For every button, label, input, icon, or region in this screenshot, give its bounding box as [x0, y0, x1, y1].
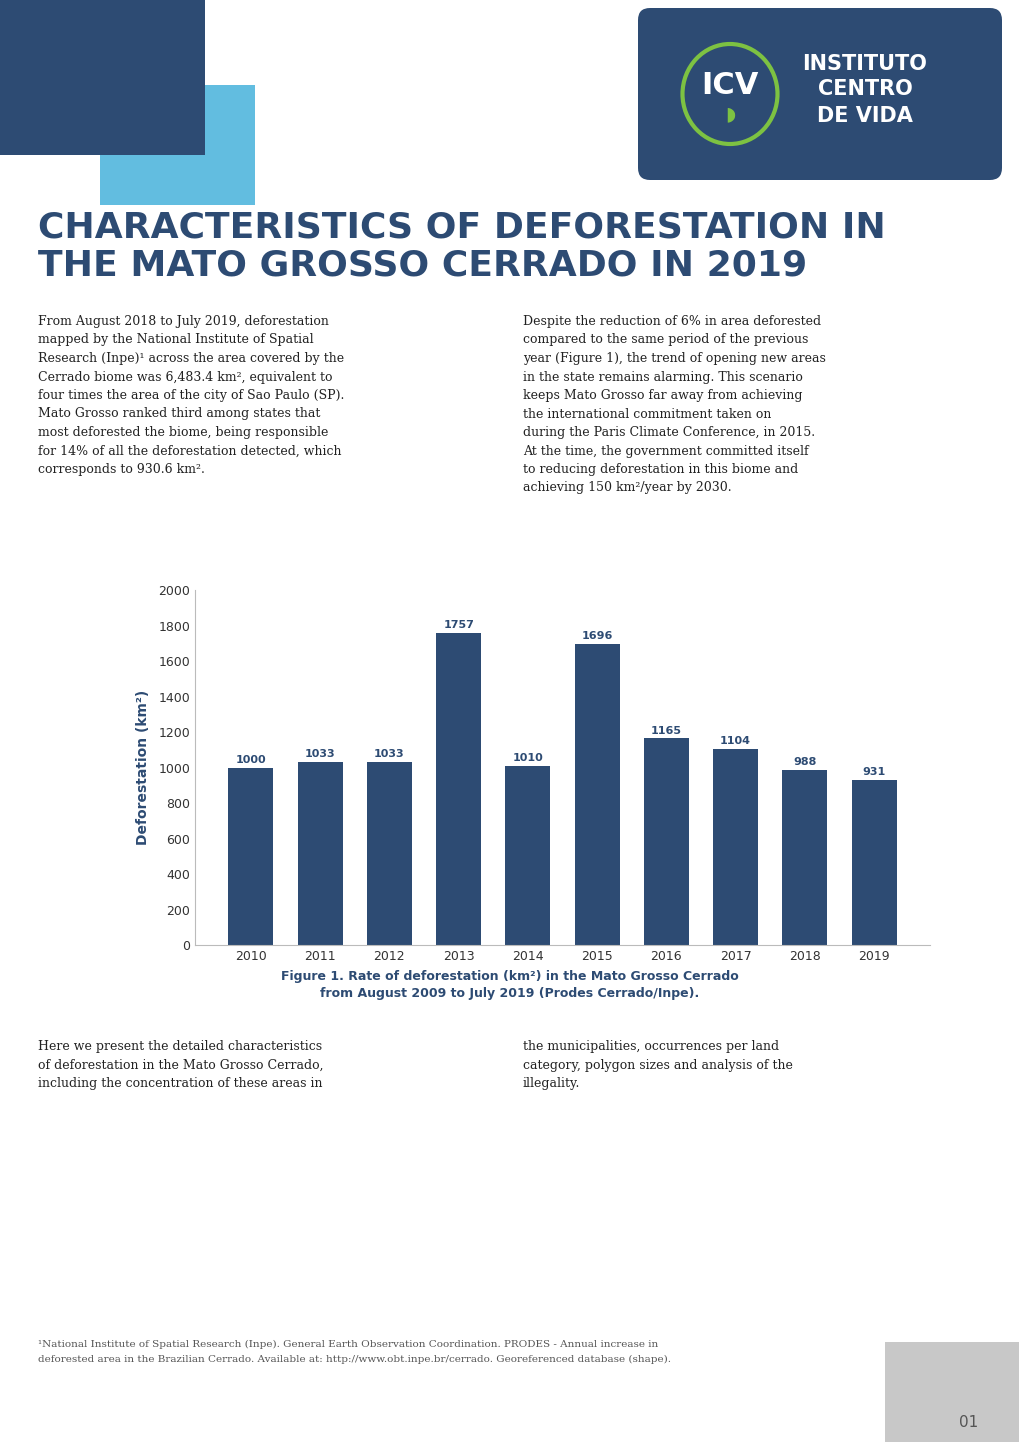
- Text: 1010: 1010: [512, 753, 543, 763]
- Text: mapped by the National Institute of Spatial: mapped by the National Institute of Spat…: [38, 333, 313, 346]
- Bar: [504, 766, 550, 945]
- Text: 1165: 1165: [650, 725, 681, 735]
- Text: 1033: 1033: [374, 748, 405, 758]
- Y-axis label: Deforestation (km²): Deforestation (km²): [136, 689, 150, 845]
- Text: THE MATO GROSSO CERRADO IN 2019: THE MATO GROSSO CERRADO IN 2019: [38, 248, 806, 283]
- Text: ICV: ICV: [701, 72, 758, 101]
- Text: CENTRO: CENTRO: [817, 79, 911, 99]
- Text: most deforested the biome, being responsible: most deforested the biome, being respons…: [38, 425, 328, 438]
- Text: CHARACTERISTICS OF DEFORESTATION IN: CHARACTERISTICS OF DEFORESTATION IN: [38, 211, 884, 244]
- Bar: [298, 761, 342, 945]
- Bar: [643, 738, 688, 945]
- Text: during the Paris Climate Conference, in 2015.: during the Paris Climate Conference, in …: [523, 425, 814, 438]
- Text: corresponds to 930.6 km².: corresponds to 930.6 km².: [38, 463, 205, 476]
- Text: Here we present the detailed characteristics: Here we present the detailed characteris…: [38, 1040, 322, 1053]
- Text: At the time, the government committed itself: At the time, the government committed it…: [523, 444, 808, 457]
- Text: 1000: 1000: [235, 754, 266, 764]
- Bar: [574, 645, 619, 945]
- Text: deforested area in the Brazilian Cerrado. Available at: http://www.obt.inpe.br/c: deforested area in the Brazilian Cerrado…: [38, 1355, 671, 1364]
- Text: From August 2018 to July 2019, deforestation: From August 2018 to July 2019, deforesta…: [38, 314, 328, 327]
- Text: 1104: 1104: [719, 737, 750, 747]
- Text: keeps Mato Grosso far away from achieving: keeps Mato Grosso far away from achievin…: [523, 389, 802, 402]
- Text: Research (Inpe)¹ across the area covered by the: Research (Inpe)¹ across the area covered…: [38, 352, 343, 365]
- Text: 988: 988: [793, 757, 816, 767]
- Text: from August 2009 to July 2019 (Prodes Cerrado/Inpe).: from August 2009 to July 2019 (Prodes Ce…: [320, 986, 699, 999]
- Bar: [782, 770, 826, 945]
- Text: to reducing deforestation in this biome and: to reducing deforestation in this biome …: [523, 463, 798, 476]
- Bar: [884, 1343, 1019, 1442]
- Text: DE VIDA: DE VIDA: [816, 107, 912, 125]
- FancyBboxPatch shape: [637, 9, 1001, 180]
- Text: 1033: 1033: [305, 748, 335, 758]
- Text: of deforestation in the Mato Grosso Cerrado,: of deforestation in the Mato Grosso Cerr…: [38, 1058, 323, 1071]
- Text: ◗: ◗: [725, 104, 735, 124]
- Text: for 14% of all the deforestation detected, which: for 14% of all the deforestation detecte…: [38, 444, 341, 457]
- Bar: [100, 85, 255, 205]
- Text: category, polygon sizes and analysis of the: category, polygon sizes and analysis of …: [523, 1058, 792, 1071]
- Text: illegality.: illegality.: [523, 1077, 580, 1090]
- Text: four times the area of the city of Sao Paulo (SP).: four times the area of the city of Sao P…: [38, 389, 344, 402]
- Text: the international commitment taken on: the international commitment taken on: [523, 408, 770, 421]
- Text: compared to the same period of the previous: compared to the same period of the previ…: [523, 333, 808, 346]
- Bar: [367, 761, 412, 945]
- Text: 931: 931: [862, 767, 884, 777]
- Text: achieving 150 km²/year by 2030.: achieving 150 km²/year by 2030.: [523, 482, 731, 495]
- Text: Mato Grosso ranked third among states that: Mato Grosso ranked third among states th…: [38, 408, 320, 421]
- Text: Figure 1. Rate of deforestation (km²) in the Mato Grosso Cerrado: Figure 1. Rate of deforestation (km²) in…: [281, 970, 738, 983]
- Text: 01: 01: [958, 1415, 977, 1430]
- Text: year (Figure 1), the trend of opening new areas: year (Figure 1), the trend of opening ne…: [523, 352, 825, 365]
- Text: the municipalities, occurrences per land: the municipalities, occurrences per land: [523, 1040, 779, 1053]
- Bar: [0, 0, 205, 154]
- Bar: [712, 748, 757, 945]
- Text: ¹National Institute of Spatial Research (Inpe). General Earth Observation Coordi: ¹National Institute of Spatial Research …: [38, 1340, 657, 1350]
- Text: Cerrado biome was 6,483.4 km², equivalent to: Cerrado biome was 6,483.4 km², equivalen…: [38, 371, 332, 384]
- Text: INSTITUTO: INSTITUTO: [802, 53, 926, 74]
- Bar: [228, 767, 273, 945]
- Text: Despite the reduction of 6% in area deforested: Despite the reduction of 6% in area defo…: [523, 314, 820, 327]
- Bar: [436, 633, 481, 945]
- Text: 1757: 1757: [443, 620, 474, 630]
- Text: including the concentration of these areas in: including the concentration of these are…: [38, 1077, 322, 1090]
- Text: in the state remains alarming. This scenario: in the state remains alarming. This scen…: [523, 371, 802, 384]
- Bar: [851, 780, 896, 945]
- Text: 1696: 1696: [581, 632, 612, 642]
